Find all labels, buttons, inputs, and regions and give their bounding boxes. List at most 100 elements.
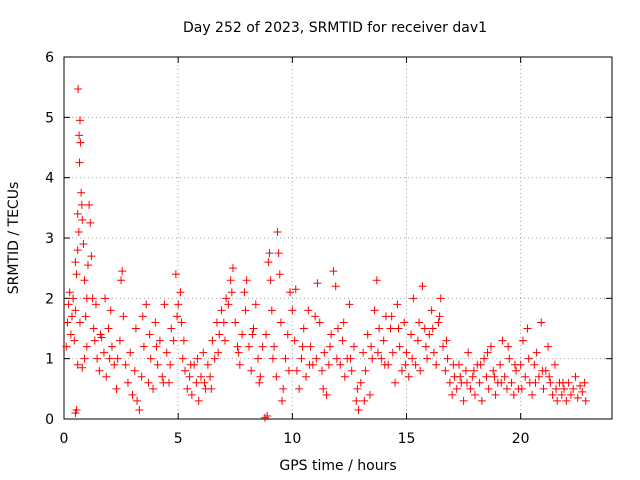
data-point	[126, 348, 135, 357]
data-point	[153, 360, 162, 369]
data-point	[128, 390, 137, 399]
data-point	[242, 276, 251, 285]
data-point	[408, 354, 417, 363]
data-point	[185, 372, 194, 381]
data-point	[187, 390, 196, 399]
data-point	[270, 342, 279, 351]
data-point	[290, 336, 299, 345]
data-point	[377, 354, 386, 363]
data-point	[566, 390, 575, 399]
data-point	[331, 282, 340, 291]
data-point	[373, 348, 382, 357]
data-point	[75, 318, 84, 327]
data-point	[306, 342, 315, 351]
data-point	[435, 312, 444, 321]
data-point	[102, 372, 111, 381]
data-point	[118, 267, 127, 276]
data-point	[432, 360, 441, 369]
data-point	[79, 240, 88, 249]
data-point	[268, 354, 277, 363]
data-point	[498, 336, 507, 345]
data-point	[121, 360, 130, 369]
data-point	[162, 348, 171, 357]
data-point	[491, 390, 500, 399]
data-point	[115, 336, 124, 345]
data-point	[393, 300, 402, 309]
data-point	[75, 116, 84, 125]
y-tick-label: 2	[45, 291, 54, 307]
data-point	[200, 378, 209, 387]
data-point	[459, 396, 468, 405]
data-point	[248, 330, 257, 339]
data-point	[353, 384, 362, 393]
data-point	[62, 342, 71, 351]
data-point	[288, 306, 297, 315]
data-point	[448, 390, 457, 399]
data-point	[486, 342, 495, 351]
data-point	[387, 312, 396, 321]
data-point	[75, 158, 84, 167]
data-point	[224, 300, 233, 309]
data-point	[372, 276, 381, 285]
data-point	[73, 360, 82, 369]
data-point	[66, 330, 75, 339]
data-point	[386, 324, 395, 333]
data-point	[370, 306, 379, 315]
data-point	[275, 270, 284, 279]
data-point	[119, 312, 128, 321]
data-point	[552, 384, 561, 393]
data-point	[581, 396, 590, 405]
data-point	[86, 218, 95, 227]
data-point	[101, 294, 110, 303]
data-point	[235, 360, 244, 369]
data-point	[231, 318, 240, 327]
data-point	[208, 336, 217, 345]
data-point	[145, 330, 154, 339]
data-point	[69, 294, 78, 303]
data-point	[112, 384, 121, 393]
data-point	[480, 354, 489, 363]
data-point	[192, 378, 201, 387]
data-point	[81, 312, 90, 321]
data-point	[82, 342, 91, 351]
data-point	[217, 306, 226, 315]
data-point	[87, 252, 96, 261]
data-point	[329, 267, 338, 276]
data-point	[240, 288, 249, 297]
data-point	[135, 405, 144, 414]
data-point	[89, 324, 98, 333]
data-point	[397, 366, 406, 375]
data-point	[546, 378, 555, 387]
data-point	[117, 276, 126, 285]
data-point	[562, 396, 571, 405]
data-point	[507, 378, 516, 387]
data-point	[80, 354, 89, 363]
data-point	[553, 396, 562, 405]
data-point	[302, 372, 311, 381]
data-point	[99, 348, 108, 357]
data-point	[284, 366, 293, 375]
data-point	[402, 348, 411, 357]
data-point	[177, 318, 186, 327]
data-point	[179, 336, 188, 345]
data-point	[260, 413, 269, 422]
data-point	[429, 348, 438, 357]
data-point	[279, 384, 288, 393]
data-point	[404, 372, 413, 381]
data-point	[64, 300, 73, 309]
x-tick-label: 20	[512, 431, 530, 447]
data-point	[130, 366, 139, 375]
data-point	[456, 372, 465, 381]
data-point	[210, 354, 219, 363]
data-point	[233, 342, 242, 351]
data-point	[354, 405, 363, 414]
data-point	[368, 354, 377, 363]
data-point	[139, 342, 148, 351]
data-point	[411, 360, 420, 369]
data-point	[502, 384, 511, 393]
data-point	[423, 354, 432, 363]
data-point	[266, 276, 275, 285]
data-point	[320, 348, 329, 357]
data-point	[367, 342, 376, 351]
data-point	[244, 342, 253, 351]
